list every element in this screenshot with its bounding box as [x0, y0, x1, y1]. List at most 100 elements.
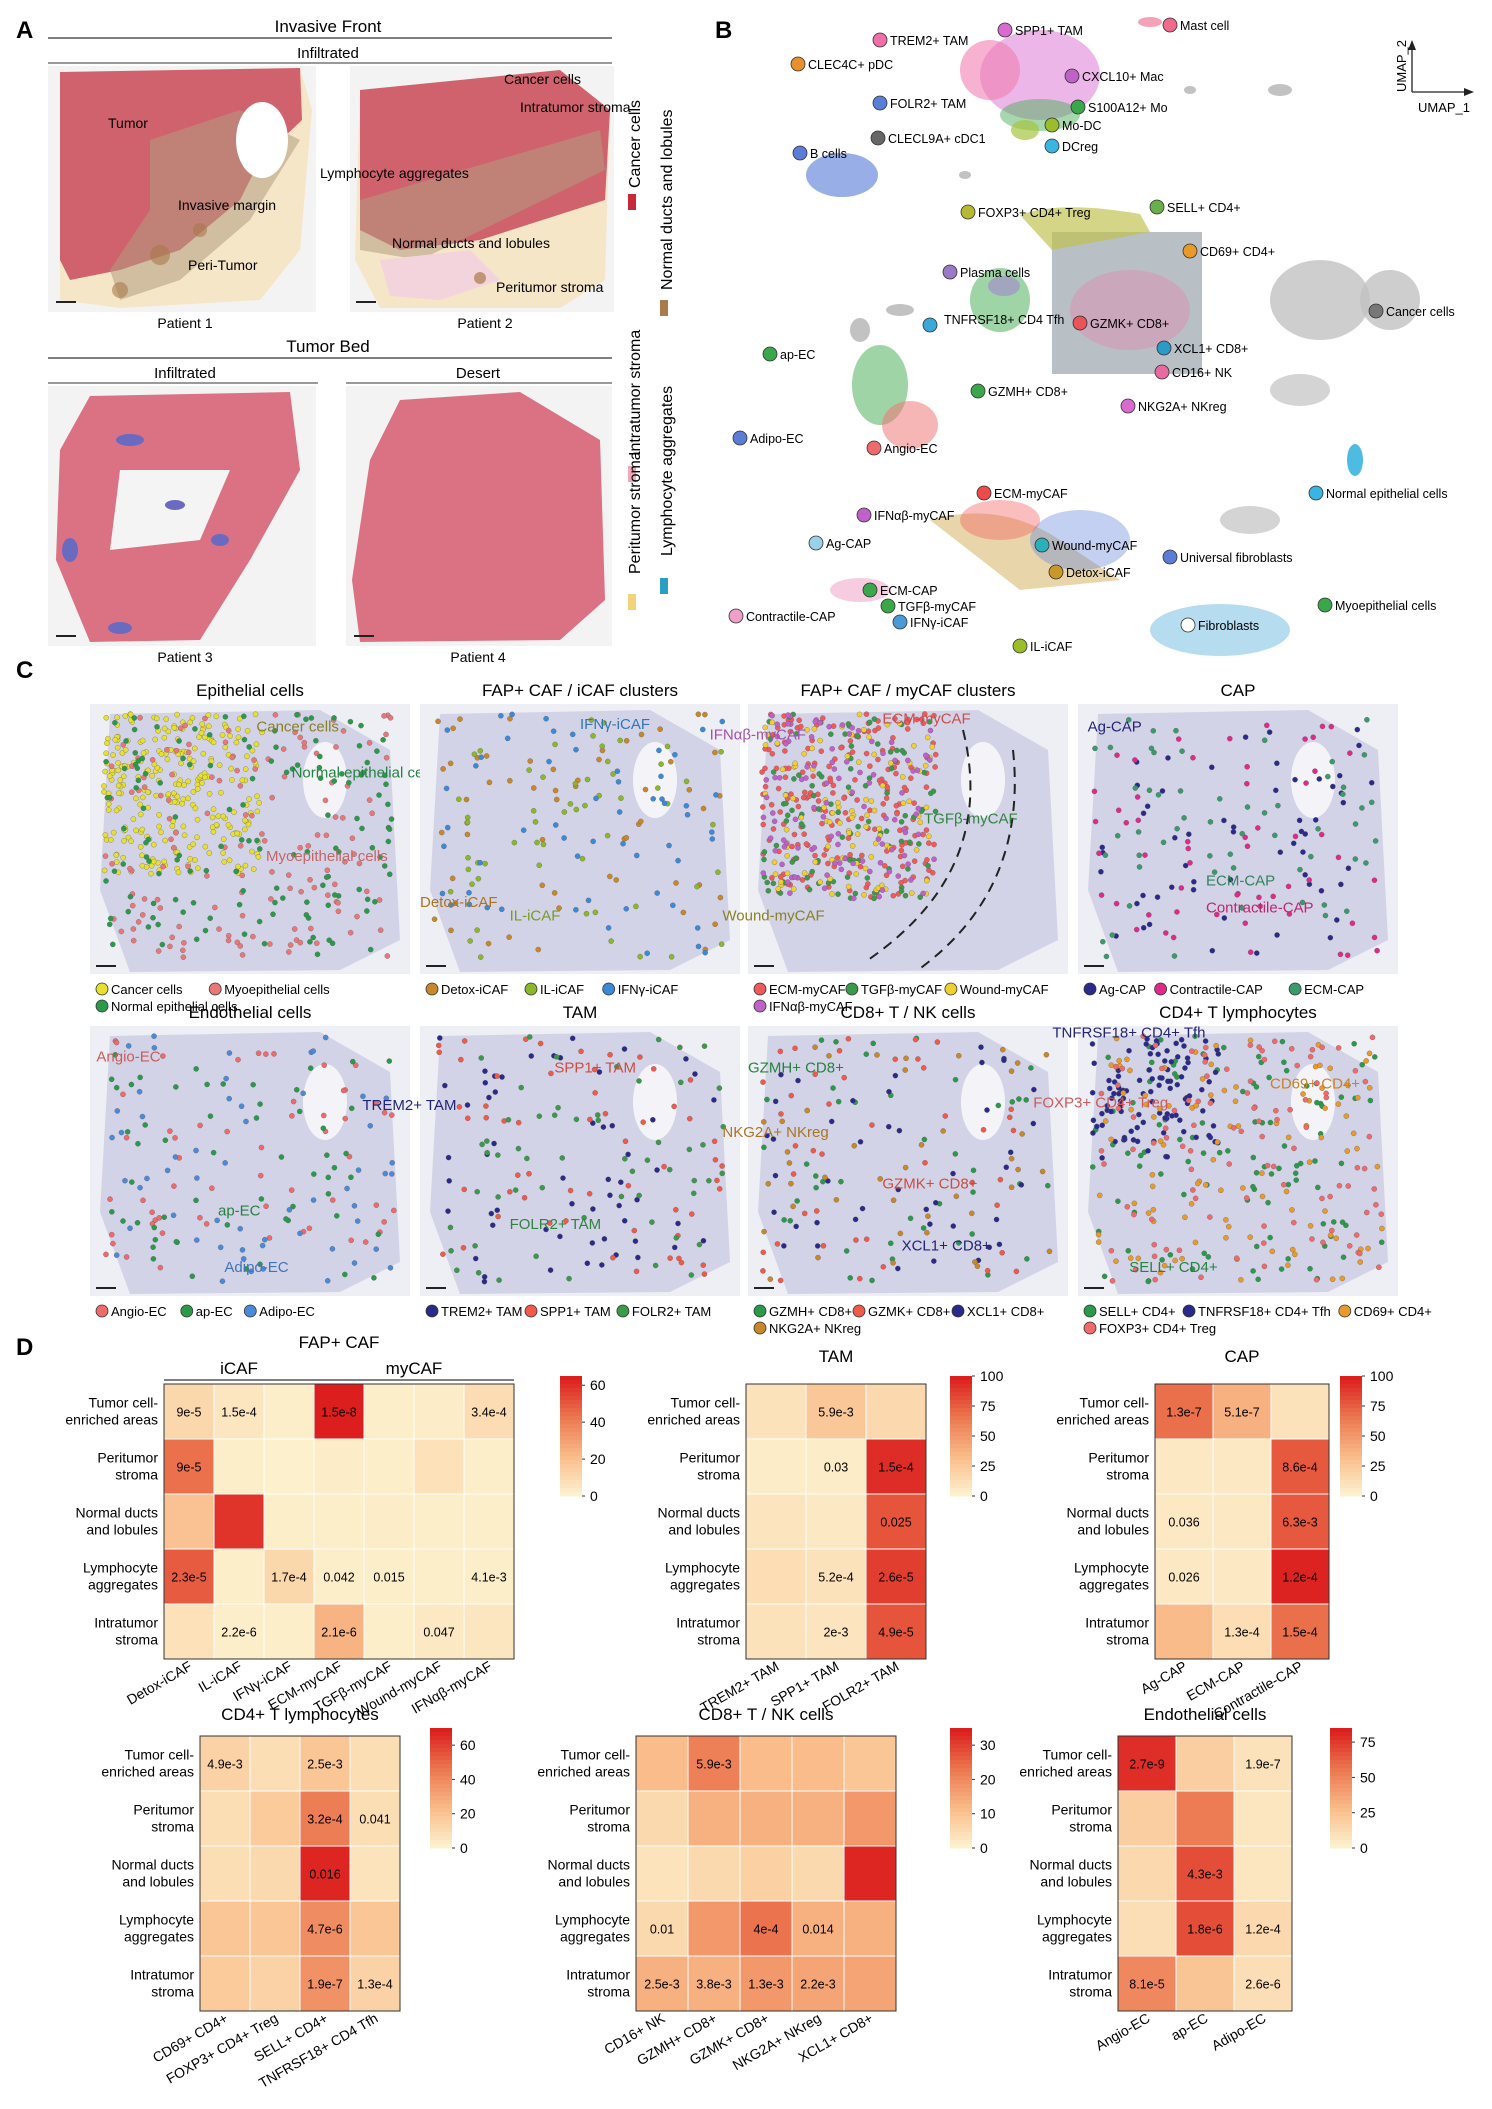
cell-dot: [637, 953, 643, 960]
cell-dot: [458, 1056, 464, 1063]
cell-dot: [984, 1267, 991, 1274]
cell-dot: [486, 779, 493, 786]
cell-dot: [194, 1175, 200, 1181]
map-label-nkg2a-nkreg: NKG2A+ NKreg: [722, 1124, 828, 1141]
scale-tick-label: 50: [1360, 1769, 1376, 1785]
cell-dot: [683, 1056, 689, 1062]
cell-dot: [389, 1171, 395, 1177]
scale-step: [430, 1844, 452, 1849]
heatmap-cell: [865, 1493, 927, 1550]
cell-dot: [849, 814, 855, 821]
scale-step: [950, 1844, 972, 1849]
heatmap-cell: [635, 1845, 689, 1902]
panel-letter-b: B: [715, 17, 732, 44]
cell-dot: [1145, 1148, 1151, 1154]
row-label-peritumor-stroma: Peritumor stroma: [569, 1802, 630, 1835]
cell-dot: [812, 1071, 818, 1077]
cell-dot: [590, 1206, 596, 1212]
cell-dot: [779, 766, 786, 773]
cell-dot: [1239, 905, 1245, 911]
cell-dot: [666, 1166, 673, 1173]
cell-dot: [716, 1186, 723, 1192]
heatmap-cell: [463, 1438, 515, 1495]
cell-dot: [305, 843, 312, 849]
tissue-hole: [303, 1064, 347, 1140]
legend-swatch: [951, 1304, 965, 1318]
row-label-intratumor-stroma: Intratumor stroma: [130, 1967, 194, 2000]
cell-dot: [1339, 1275, 1346, 1282]
cell-annotation: 4.9e-3: [207, 1758, 242, 1772]
cell-dot: [1106, 1077, 1112, 1084]
cell-dot: [782, 748, 788, 754]
cell-dot: [205, 712, 212, 718]
cell-dot: [999, 1249, 1005, 1256]
cell-dot: [1174, 909, 1180, 915]
scale-step: [950, 1492, 972, 1497]
cell-dot: [711, 1097, 717, 1103]
cell-dot: [1243, 1195, 1250, 1201]
cell-dot: [461, 1038, 468, 1044]
umap-dot-cancer-cells: [1368, 303, 1384, 319]
cell-dot: [350, 1058, 356, 1065]
cell-dot: [190, 789, 197, 795]
cell-dot: [478, 1055, 485, 1061]
scale-tick-label: 0: [1360, 1840, 1368, 1856]
heatmap-cell: [745, 1603, 807, 1660]
cell-dot: [769, 751, 776, 757]
cell-dot: [857, 863, 864, 870]
cell-dot: [608, 938, 614, 944]
scale-step: [950, 1444, 972, 1449]
cell-dot: [150, 900, 157, 907]
cell-dot: [765, 1181, 771, 1187]
cell-dot: [775, 785, 782, 792]
cell-dot: [210, 739, 217, 746]
dots-ecm-cap: [1092, 717, 1379, 960]
cell-dot: [325, 1191, 332, 1197]
cell-dot: [1138, 1152, 1144, 1159]
cell-dot: [364, 888, 370, 895]
cell-dot: [836, 860, 843, 866]
cell-dot: [107, 1196, 113, 1202]
cell-dot: [446, 1178, 452, 1184]
cell-dot: [650, 1117, 656, 1123]
cell-dot: [1306, 877, 1312, 883]
cell-annotation: 2.6e-6: [1245, 1978, 1280, 1992]
cell-dot: [220, 1081, 226, 1087]
cell-dot: [336, 849, 342, 855]
cell-dot: [1316, 776, 1323, 782]
cell-dot: [171, 1183, 177, 1189]
umap-dot-universal-fibroblasts: [1162, 549, 1178, 565]
cell-dot: [848, 743, 855, 749]
cell-dot: [605, 925, 612, 931]
cell-dot: [1285, 1181, 1292, 1188]
cell-dot: [527, 758, 533, 764]
cell-dot: [1273, 1107, 1279, 1114]
cell-dot: [1267, 1234, 1273, 1241]
cell-dot: [852, 777, 858, 783]
umap-label-plasma-cells: Plasma cells: [960, 266, 1030, 280]
cell-dot: [926, 719, 933, 725]
map-label-angio-ec: Angio-EC: [96, 1049, 160, 1066]
cell-dot: [1307, 1053, 1314, 1060]
scale-tick-label: 40: [590, 1414, 606, 1430]
cell-dot: [1107, 744, 1114, 751]
cell-dot: [1261, 810, 1268, 816]
cell-dot: [235, 1056, 241, 1063]
cell-dot: [590, 838, 596, 845]
cell-dot: [1146, 787, 1153, 794]
cell-dot: [101, 783, 107, 789]
legend-swatch: [95, 1304, 109, 1318]
umap-dot-cd16-nk: [1154, 364, 1170, 380]
cell-dot: [287, 885, 293, 892]
cell-dot: [180, 954, 187, 960]
legend-a-cancer-cells: Cancer cells: [627, 100, 644, 188]
cell-dot: [636, 1078, 642, 1084]
cell-dot: [1010, 1127, 1017, 1134]
cell-dot: [1285, 1256, 1291, 1262]
cell-dot: [137, 811, 144, 818]
cell-dot: [1140, 925, 1147, 931]
cell-dot: [1123, 820, 1130, 826]
cell-dot: [835, 891, 841, 897]
cell-dot: [1329, 1276, 1336, 1282]
cell-dot: [1125, 1150, 1131, 1156]
